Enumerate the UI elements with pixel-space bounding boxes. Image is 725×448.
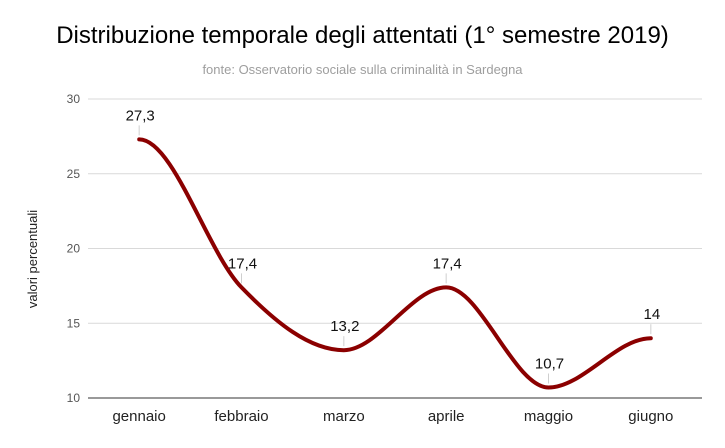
x-tick-label: maggio [524,408,573,425]
data-label: 14 [643,306,660,323]
y-tick-label: 10 [67,391,81,405]
y-tick-label: 30 [67,92,81,106]
x-tick-label: febbraio [214,408,268,425]
grid-lines [88,98,702,399]
data-label: 27,3 [126,107,155,124]
x-tick-label: marzo [323,408,365,425]
x-axis-ticks: gennaio febbraio marzo aprile maggio giugno [112,408,673,425]
data-labels: 27,3 17,4 13,2 17,4 10,7 14 [126,107,661,372]
chart-subtitle: fonte: Osservatorio sociale sulla crimin… [202,62,523,77]
x-tick-label: gennaio [112,408,165,425]
chart-title: Distribuzione temporale degli attentati … [56,22,669,49]
data-label: 17,4 [433,255,462,272]
y-axis-title: valori percentuali [25,210,40,308]
data-label-leaders [138,125,652,384]
y-tick-label: 15 [67,316,81,330]
y-tick-label: 25 [67,167,81,181]
y-tick-label: 20 [67,242,81,256]
data-label: 10,7 [535,356,564,373]
y-axis-ticks: 10 15 20 25 30 [67,92,81,405]
data-label: 13,2 [330,318,359,335]
x-tick-label: giugno [628,408,673,425]
series-line [137,137,653,390]
data-label: 17,4 [228,255,257,272]
x-tick-label: aprile [428,408,465,425]
